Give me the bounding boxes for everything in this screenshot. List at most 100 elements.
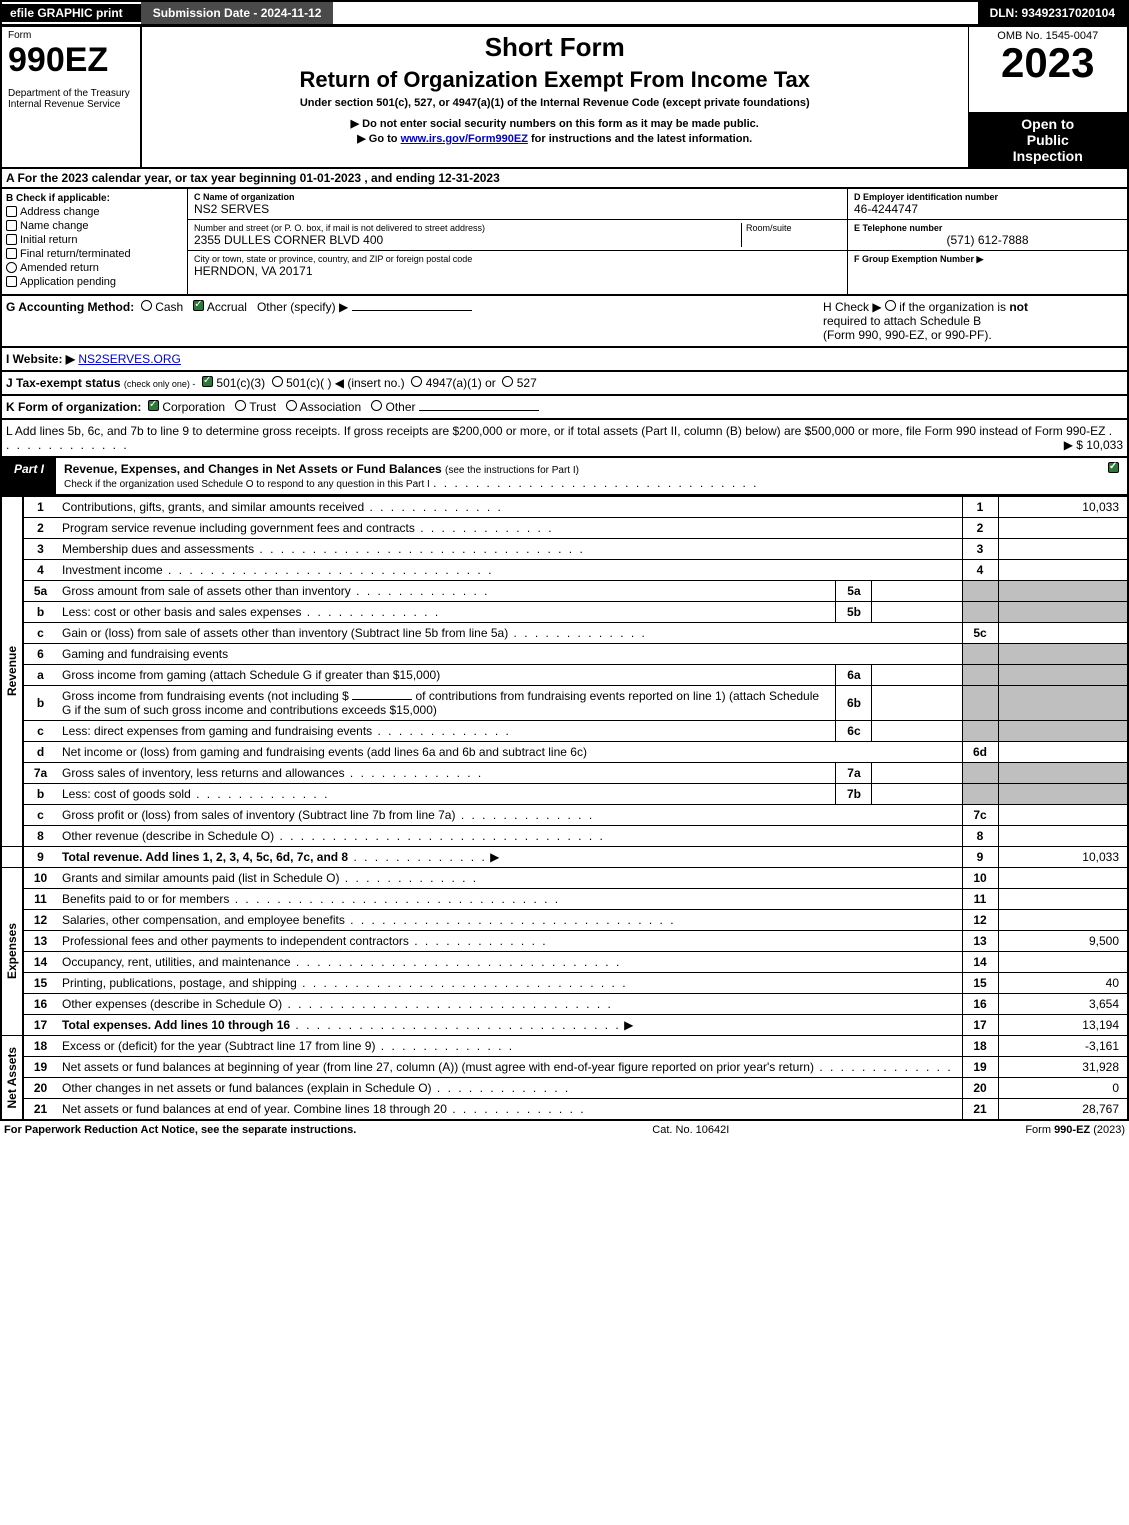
- return-title: Return of Organization Exempt From Incom…: [148, 67, 962, 93]
- ln: c: [23, 720, 57, 741]
- desc: Occupancy, rent, utilities, and maintena…: [62, 955, 291, 969]
- val: 3,654: [998, 993, 1128, 1014]
- address-change-checkbox[interactable]: [6, 206, 17, 217]
- h-not: not: [1009, 300, 1028, 314]
- phone-label: E Telephone number: [854, 223, 1121, 233]
- mn: 7a: [836, 762, 872, 783]
- ln: 1: [23, 496, 57, 517]
- application-pending-checkbox[interactable]: [6, 276, 17, 287]
- amended-return-radio[interactable]: [6, 262, 17, 273]
- dept-label: Department of the Treasury: [8, 88, 134, 99]
- name-change-checkbox[interactable]: [6, 220, 17, 231]
- phone-value: (571) 612-7888: [854, 233, 1121, 247]
- mval: [872, 783, 962, 804]
- ln: 2: [23, 517, 57, 538]
- tax-year: 2023: [975, 42, 1122, 84]
- grey-cell: [962, 580, 998, 601]
- org-info-block: B Check if applicable: Address change Na…: [0, 189, 1129, 296]
- box-g: G Accounting Method: Cash Accrual Other …: [6, 300, 472, 342]
- ln: 4: [23, 559, 57, 580]
- desc: Net income or (loss) from gaming and fun…: [62, 745, 587, 759]
- initial-return-checkbox[interactable]: [6, 234, 17, 245]
- 4947-radio[interactable]: [411, 376, 422, 387]
- side-bottom: [1, 846, 23, 867]
- other-org-input[interactable]: [419, 410, 539, 411]
- ln: 18: [23, 1035, 57, 1056]
- grey-cell: [962, 685, 998, 720]
- form-label: Form: [8, 30, 134, 41]
- website-link[interactable]: NS2SERVES.ORG: [78, 352, 180, 366]
- grey-cell: [998, 762, 1128, 783]
- val: 13,194: [998, 1014, 1128, 1035]
- val: 0: [998, 1077, 1128, 1098]
- trust-radio[interactable]: [235, 400, 246, 411]
- mval: [872, 601, 962, 622]
- efile-label[interactable]: efile GRAPHIC print: [10, 6, 123, 20]
- desc: Gross sales of inventory, less returns a…: [62, 766, 345, 780]
- ln: d: [23, 741, 57, 762]
- footer-left: For Paperwork Reduction Act Notice, see …: [4, 1124, 356, 1136]
- h-radio[interactable]: [885, 300, 896, 311]
- mn: 6c: [836, 720, 872, 741]
- rn: 14: [962, 951, 998, 972]
- ln: c: [23, 804, 57, 825]
- initial-return-label: Initial return: [20, 234, 77, 246]
- 501c-radio[interactable]: [272, 376, 283, 387]
- name-change-label: Name change: [20, 220, 89, 232]
- desc: Less: cost or other basis and sales expe…: [62, 605, 301, 619]
- footer-cat: Cat. No. 10642I: [652, 1124, 729, 1136]
- note-ssn: ▶ Do not enter social security numbers o…: [148, 117, 962, 130]
- 527-label: 527: [517, 376, 537, 390]
- note-link: ▶ Go to www.irs.gov/Form990EZ for instru…: [148, 132, 962, 145]
- desc: Gain or (loss) from sale of assets other…: [62, 626, 508, 640]
- val: [998, 741, 1128, 762]
- corp-checkbox[interactable]: [148, 400, 159, 411]
- part1-header: Part I Revenue, Expenses, and Changes in…: [0, 458, 1129, 496]
- ln: a: [23, 664, 57, 685]
- grey-cell: [962, 720, 998, 741]
- other-method-input[interactable]: [352, 310, 472, 311]
- ln: 6: [23, 643, 57, 664]
- mval: [872, 762, 962, 783]
- footer-right-pre: Form: [1025, 1124, 1054, 1136]
- desc: Gross profit or (loss) from sales of inv…: [62, 808, 455, 822]
- final-return-checkbox[interactable]: [6, 248, 17, 259]
- top-bar: efile GRAPHIC print Submission Date - 20…: [0, 0, 1129, 26]
- street-label: Number and street (or P. O. box, if mail…: [194, 223, 741, 233]
- dln-number: DLN: 93492317020104: [978, 2, 1127, 24]
- accrual-label: Accrual: [207, 300, 247, 314]
- box-def: D Employer identification number 46-4244…: [847, 189, 1127, 294]
- val: [998, 517, 1128, 538]
- schedule-o-checkbox[interactable]: [1108, 462, 1119, 473]
- val: 28,767: [998, 1098, 1128, 1120]
- box-b-label: B Check if applicable:: [6, 193, 183, 204]
- desc: Other expenses (describe in Schedule O): [62, 997, 282, 1011]
- group-exemption-label: F Group Exemption Number ▶: [854, 254, 1121, 265]
- grey-cell: [998, 685, 1128, 720]
- irs-link[interactable]: www.irs.gov/Form990EZ: [401, 133, 528, 145]
- accrual-checkbox[interactable]: [193, 300, 204, 311]
- tax-exempt-sub: (check only one) -: [124, 379, 196, 389]
- cash-radio[interactable]: [141, 300, 152, 311]
- desc: Contributions, gifts, grants, and simila…: [62, 500, 364, 514]
- other-org-radio[interactable]: [371, 400, 382, 411]
- 501c3-checkbox[interactable]: [202, 376, 213, 387]
- 527-radio[interactable]: [502, 376, 513, 387]
- amended-return-label: Amended return: [20, 262, 99, 274]
- rn: 2: [962, 517, 998, 538]
- assoc-radio[interactable]: [286, 400, 297, 411]
- val: [998, 909, 1128, 930]
- irs-label: Internal Revenue Service: [8, 99, 134, 110]
- desc: Professional fees and other payments to …: [62, 934, 409, 948]
- contrib-input[interactable]: [352, 699, 412, 700]
- part1-label: Part I: [2, 458, 56, 494]
- mn: 6b: [836, 685, 872, 720]
- 501c-label: 501(c)( ) ◀ (insert no.): [286, 376, 405, 390]
- ln: 20: [23, 1077, 57, 1098]
- page-footer: For Paperwork Reduction Act Notice, see …: [0, 1121, 1129, 1139]
- box-j: J Tax-exempt status (check only one) - 5…: [0, 372, 1129, 396]
- val: 9,500: [998, 930, 1128, 951]
- netassets-side-label: Net Assets: [1, 1035, 23, 1120]
- ln: 21: [23, 1098, 57, 1120]
- mn: 6a: [836, 664, 872, 685]
